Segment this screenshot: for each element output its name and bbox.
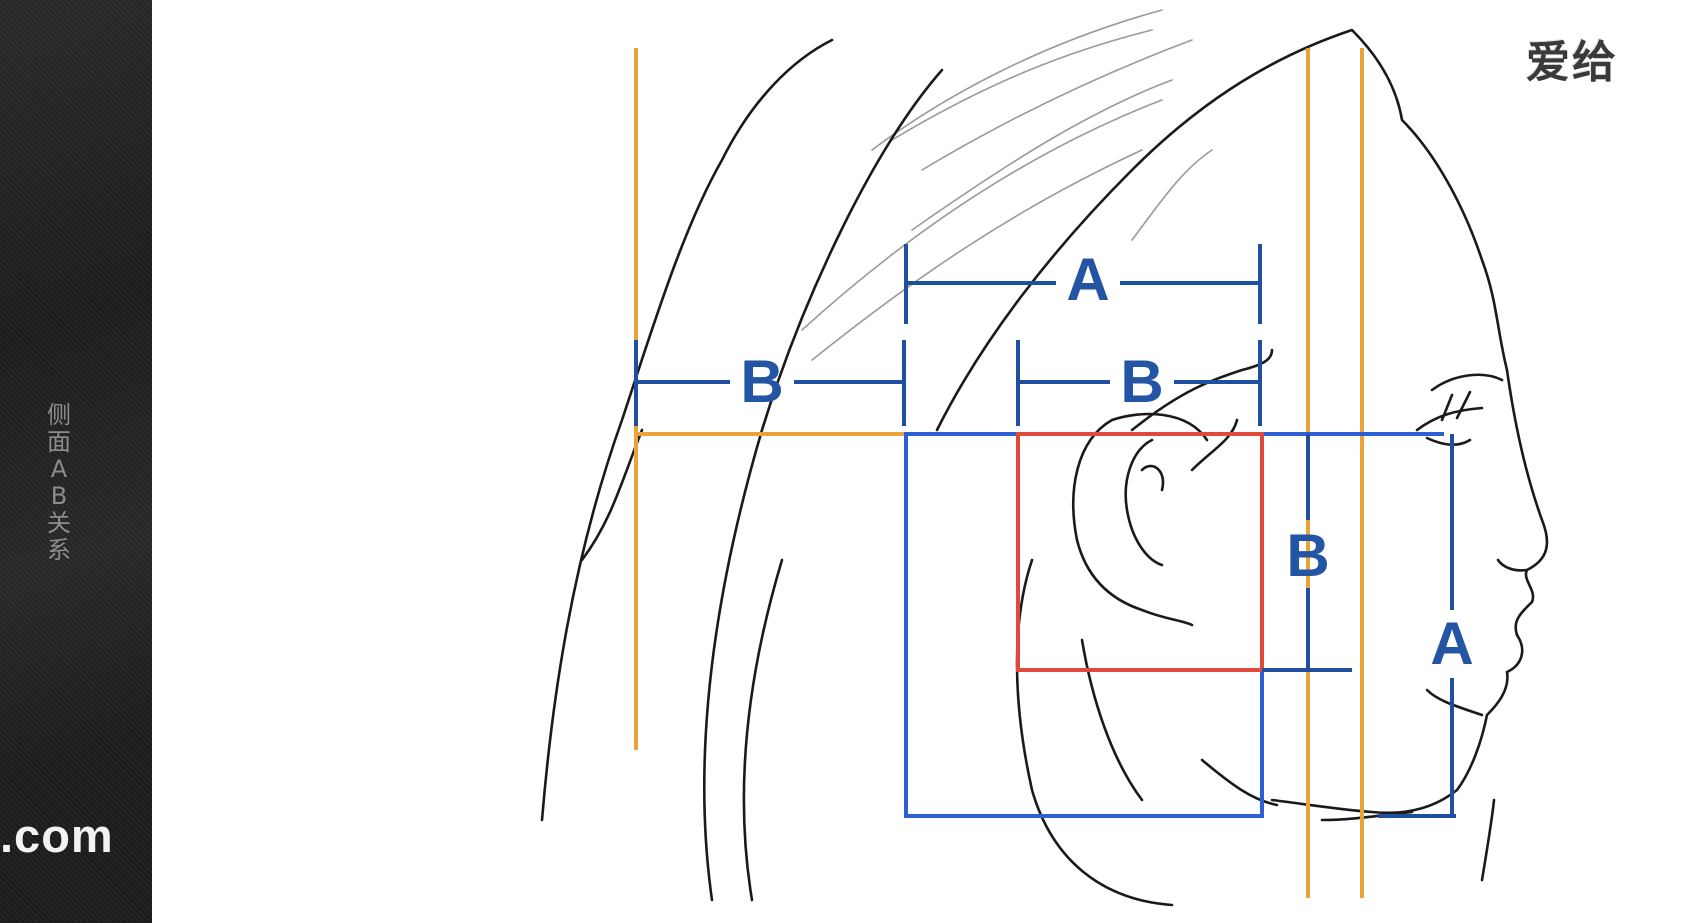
label-upper-b-right: B [1120, 348, 1163, 415]
profile-diagram: A B B B A [540, 9, 1549, 907]
label-upper-b-left: B [740, 348, 783, 415]
head-sketch [540, 28, 1549, 907]
blue-box-rect [904, 432, 1264, 818]
label-right-b: B [1286, 522, 1329, 589]
diagram-canvas: A B B B A 爱给 [152, 0, 1706, 923]
domain-fragment: .com [0, 809, 114, 862]
dimension-lines [634, 244, 1456, 818]
hair-strands [801, 9, 1213, 361]
red-square [1016, 432, 1264, 672]
label-right-a: A [1430, 610, 1473, 677]
side-caption: 侧面AB关系 [47, 401, 71, 564]
watermark: 爱给 [1526, 37, 1618, 88]
label-top-a: A [1066, 246, 1109, 313]
sidebar: 侧面AB关系 .com [0, 0, 152, 923]
